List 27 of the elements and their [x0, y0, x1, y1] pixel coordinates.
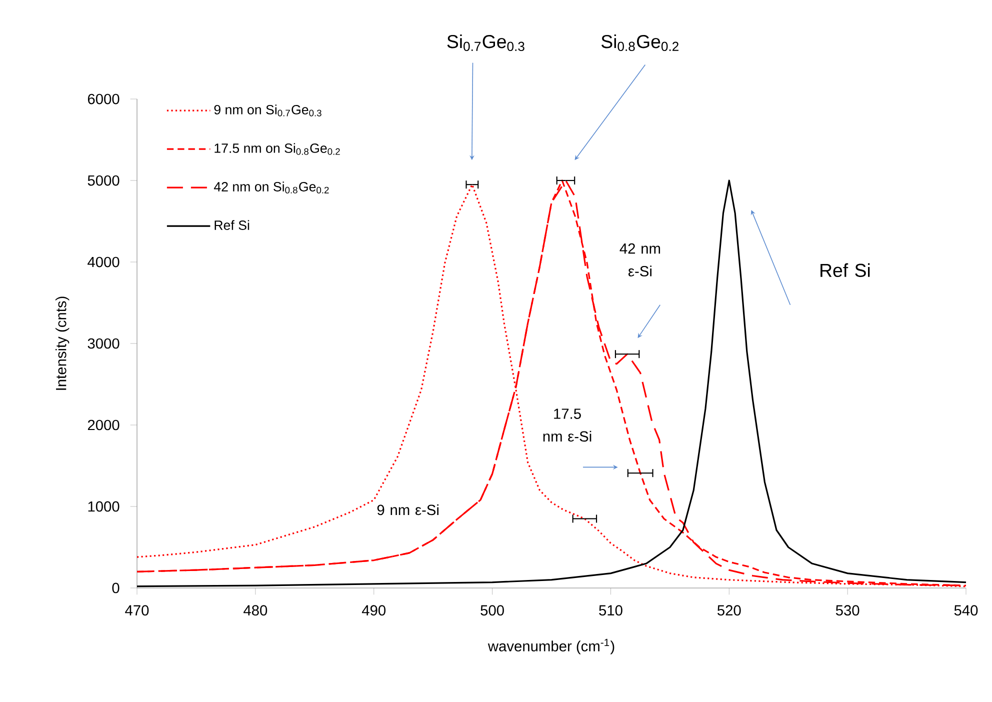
text: Si$_{0.8}$Ge$_{0.2}$ — [601, 34, 678, 52]
annotation: 9 nm ε-Si — [377, 504, 438, 516]
legend-label: 17.5 nm on Si$_{0.8}$Ge$_{0.2}$ — [214, 143, 340, 155]
x-axis-title: wavenumber (cm$^{-1}$) — [488, 638, 614, 654]
y-tick-label: 2000 — [88, 420, 120, 430]
legend-label: Ref Si — [214, 220, 250, 230]
x-tick-label: 540 — [954, 605, 978, 616]
y-tick-label: 1000 — [88, 501, 120, 512]
legend-label: 42 nm on Si$_{0.8}$Ge$_{0.2}$ — [214, 182, 329, 194]
x-tick-label: 500 — [480, 605, 504, 616]
y-tick-label: 0 — [112, 582, 120, 594]
text: Si$_{0.7}$Ge$_{0.3}$ — [447, 34, 524, 52]
annotation: 42 nm ε-Si — [620, 243, 660, 276]
x-tick-label: 480 — [244, 605, 268, 616]
legend-label: 9 nm on Si$_{0.7}$Ge$_{0.3}$ — [214, 104, 322, 116]
x-tick-label: 490 — [362, 605, 386, 616]
annotation: Ref Si — [820, 263, 870, 278]
y-tick-label: 3000 — [88, 338, 120, 349]
y-axis-title: Intensity (cnts) — [56, 296, 70, 390]
y-tick-label: 6000 — [88, 94, 120, 104]
x-tick-label: 530 — [836, 605, 860, 616]
annotation: 17.5 nm ε-Si — [543, 408, 592, 442]
y-tick-label: 5000 — [88, 175, 120, 186]
x-tick-label: 470 — [125, 605, 149, 616]
x-tick-label: 510 — [599, 605, 622, 616]
x-tick-label: 520 — [717, 605, 741, 616]
y-tick-label: 4000 — [88, 256, 120, 268]
